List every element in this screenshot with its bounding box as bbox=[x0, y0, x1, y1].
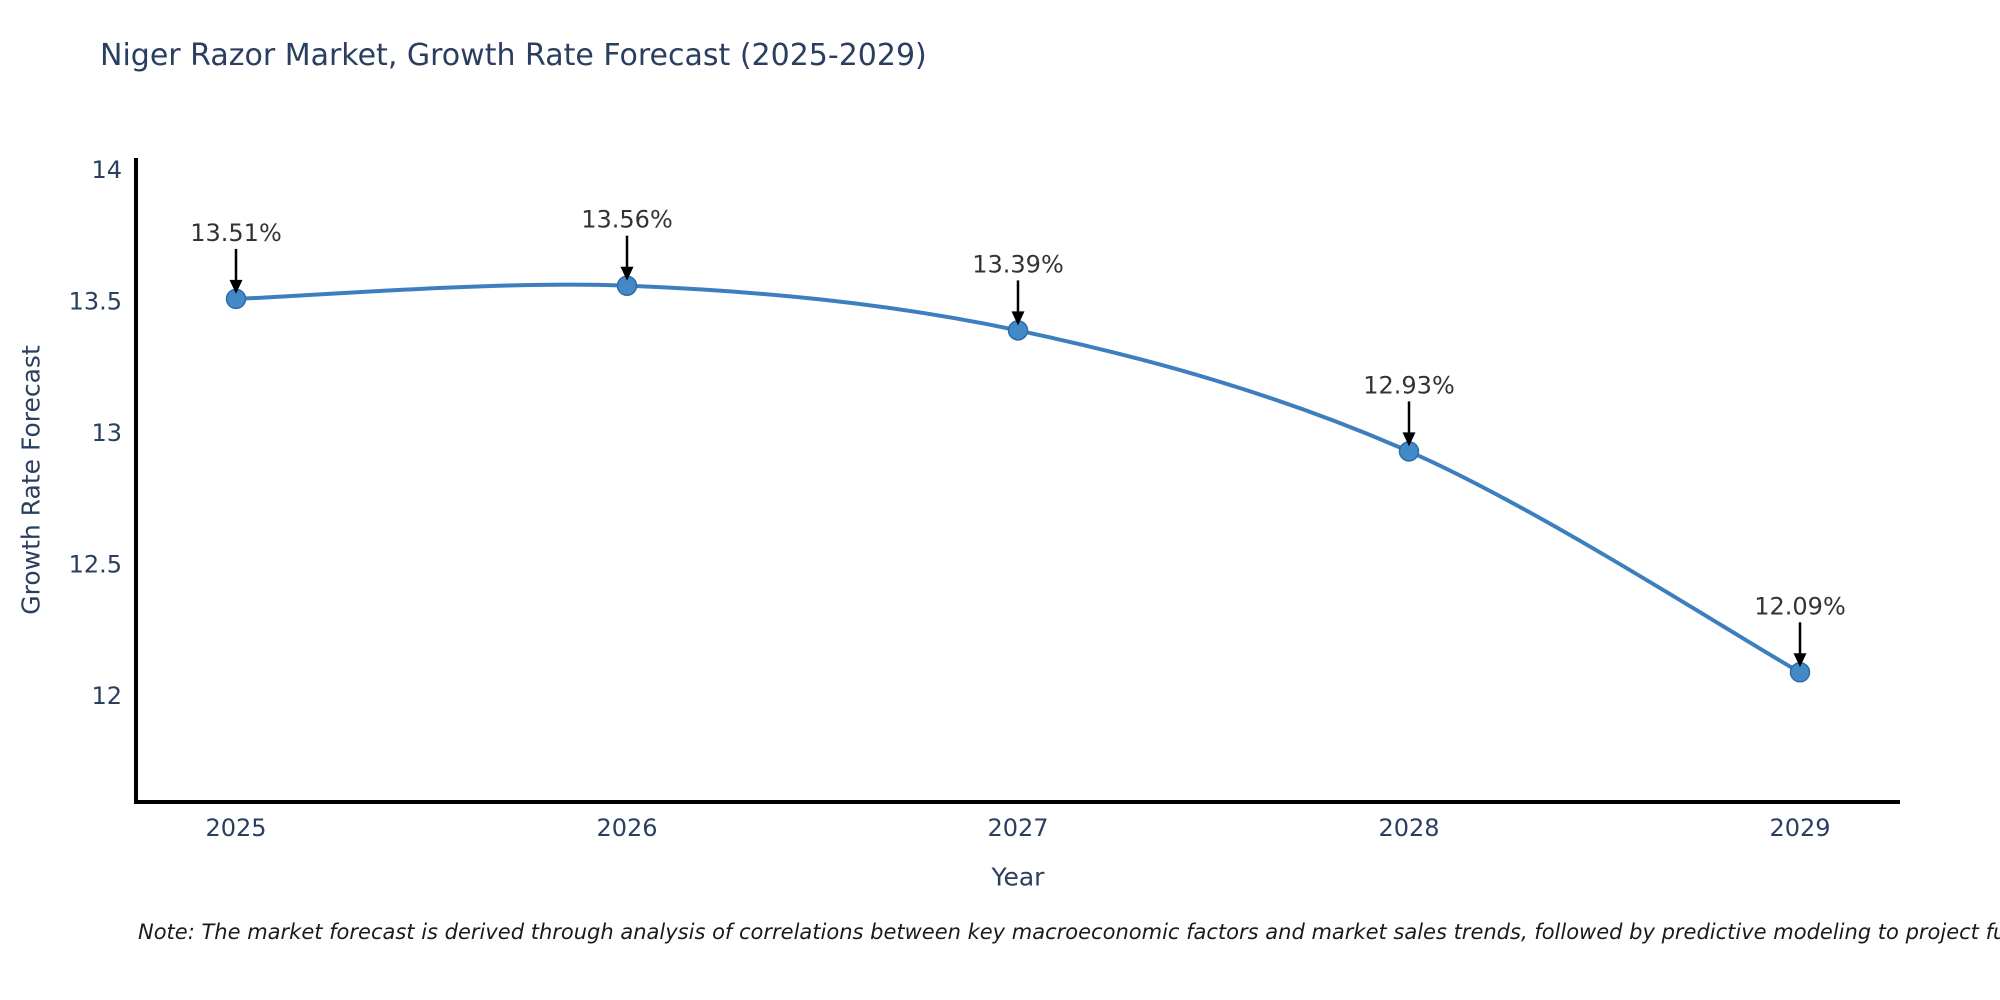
annotation-arrow-head bbox=[229, 279, 243, 294]
x-axis-title: Year bbox=[991, 862, 1045, 892]
footnote: Note: The market forecast is derived thr… bbox=[138, 920, 2000, 944]
annotation-arrow-head bbox=[1402, 432, 1416, 447]
x-tick-label: 2027 bbox=[987, 814, 1048, 842]
x-tick-label: 2029 bbox=[1769, 814, 1830, 842]
x-tick-label: 2026 bbox=[596, 814, 657, 842]
y-tick-label: 13.5 bbox=[69, 288, 122, 316]
point-annotation: 13.39% bbox=[972, 250, 1064, 278]
point-annotation: 12.09% bbox=[1754, 592, 1846, 620]
point-annotation: 13.56% bbox=[581, 206, 673, 234]
y-tick-label: 13 bbox=[91, 419, 122, 447]
point-annotation: 13.51% bbox=[190, 219, 282, 247]
axis-spines bbox=[134, 158, 1900, 804]
annotation-arrow-head bbox=[1011, 311, 1025, 326]
y-axis-title: Growth Rate Forecast bbox=[16, 345, 46, 615]
chart-title: Niger Razor Market, Growth Rate Forecast… bbox=[100, 38, 927, 73]
y-tick-label: 12.5 bbox=[69, 551, 122, 579]
x-tick-label: 2028 bbox=[1378, 814, 1439, 842]
annotation-arrow-head bbox=[1793, 653, 1807, 668]
x-tick-label: 2025 bbox=[205, 814, 266, 842]
annotation-arrow-head bbox=[620, 266, 634, 281]
data-line bbox=[234, 282, 1802, 675]
y-tick-label: 14 bbox=[91, 156, 122, 184]
point-annotation: 12.93% bbox=[1363, 371, 1455, 399]
y-tick-label: 12 bbox=[91, 682, 122, 710]
